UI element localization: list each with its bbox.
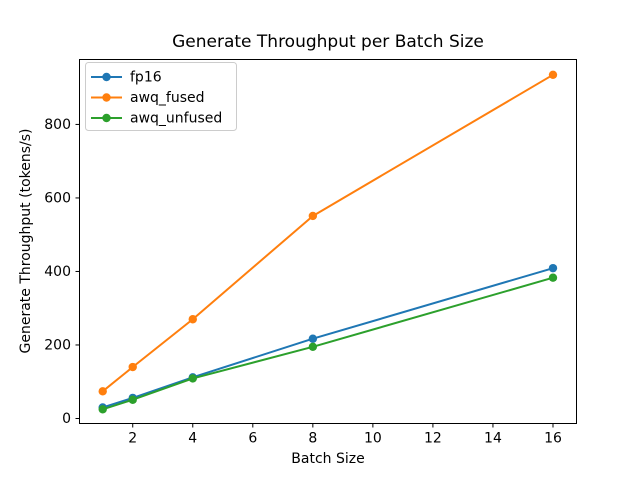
series-awq_unfused (98, 273, 558, 414)
data-point-fp16 (308, 334, 318, 343)
legend-entry-awq_fused: awq_fused (91, 90, 205, 106)
y-tick-label: 0 (62, 411, 71, 427)
data-point-awq_unfused (188, 374, 197, 383)
legend-marker-awq_fused (102, 93, 111, 102)
data-point-awq_unfused (548, 273, 558, 282)
legend-label-fp16: fp16 (130, 70, 162, 86)
legend-marker-awq_unfused (102, 113, 111, 123)
legend-marker-fp16 (102, 72, 111, 82)
y-tick-label: 200 (44, 338, 71, 354)
x-tick-label: 6 (248, 431, 257, 447)
series-line-awq_unfused (101, 276, 554, 411)
series-fp16 (98, 263, 558, 412)
x-tick-label: 8 (308, 431, 317, 447)
x-tick-label: 12 (424, 431, 442, 447)
data-point-awq_unfused (128, 395, 137, 404)
x-tick-label: 10 (364, 431, 382, 447)
data-point-awq_fused (308, 211, 318, 221)
legend-label-awq_fused: awq_fused (130, 90, 205, 106)
data-point-awq_fused (548, 70, 558, 80)
data-point-awq_unfused (308, 342, 318, 352)
data-point-awq_unfused (98, 405, 107, 414)
legend: fp16 awq_fused awq_unfused (85, 62, 237, 131)
legend-entry-awq_unfused: awq_unfused (91, 111, 222, 127)
y-tick-label: 800 (44, 117, 71, 133)
y-tick-label: 600 (44, 191, 71, 207)
axes-frame (79, 59, 577, 424)
data-point-awq_fused (98, 387, 107, 396)
x-axis-label: Batch Size (291, 451, 365, 467)
legend-label-awq_unfused: awq_unfused (130, 111, 222, 127)
series-awq_fused (98, 70, 558, 396)
data-point-awq_fused (188, 315, 197, 324)
x-tick-label: 4 (188, 431, 197, 447)
legend-entry-fp16: fp16 (91, 70, 162, 86)
x-tick-label: 16 (544, 431, 562, 447)
x-tick-label: 14 (484, 431, 502, 447)
y-tick-label: 400 (44, 264, 71, 280)
data-point-fp16 (548, 263, 558, 273)
legend-box (85, 62, 237, 131)
data-point-awq_fused (128, 362, 137, 372)
x-tick-label: 2 (128, 431, 137, 447)
chart-title: Generate Throughput per Batch Size (172, 32, 484, 52)
